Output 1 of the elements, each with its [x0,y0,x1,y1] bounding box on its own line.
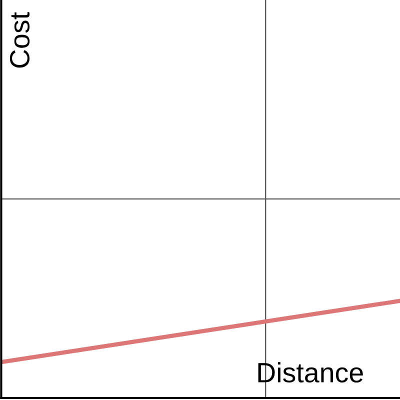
text: Cost [10,12,30,68]
